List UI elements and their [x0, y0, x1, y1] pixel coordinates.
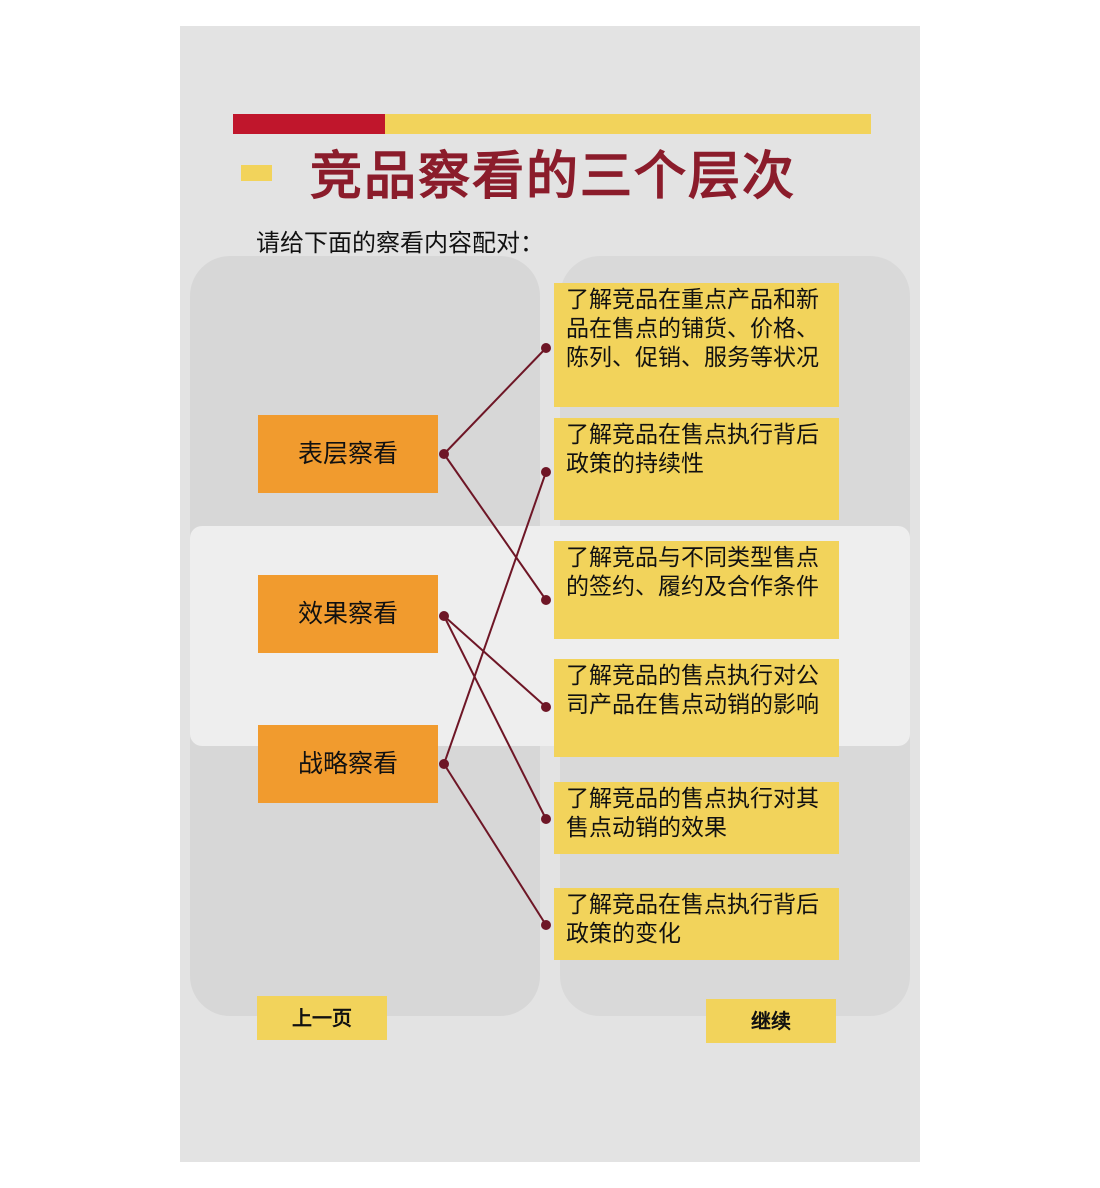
match-line-5: [443, 471, 547, 765]
match-line-6: [443, 763, 547, 926]
right-anchor-dot-5[interactable]: [541, 814, 551, 824]
left-anchor-dot-1[interactable]: [439, 449, 449, 459]
item-text: 了解竞品在售点执行背后政策的变化: [566, 892, 819, 947]
continue-button[interactable]: 继续: [706, 999, 836, 1043]
item-box-4[interactable]: 了解竞品的售点执行对公司产品在售点动销的影响: [554, 659, 839, 757]
instruction-text: 请给下面的察看内容配对：: [256, 229, 544, 257]
prev-page-label: 上一页: [292, 1006, 352, 1030]
match-line-3: [443, 615, 547, 708]
page-title: 竞品察看的三个层次: [310, 147, 797, 207]
level-label: 效果察看: [297, 599, 398, 628]
item-text: 了解竞品的售点执行对公司产品在售点动销的影响: [566, 663, 819, 718]
header-bar-red: [233, 114, 385, 134]
level-box-strategy[interactable]: 战略察看: [258, 725, 438, 803]
level-label: 战略察看: [297, 749, 398, 778]
item-text: 了解竞品在重点产品和新品在售点的铺货、价格、陈列、促销、服务等状况: [566, 287, 819, 371]
level-box-surface[interactable]: 表层察看: [258, 415, 438, 493]
continue-label: 继续: [751, 1009, 791, 1033]
right-anchor-dot-3[interactable]: [541, 595, 551, 605]
item-text: 了解竞品与不同类型售点的签约、履约及合作条件: [566, 545, 819, 600]
item-text: 了解竞品的售点执行对其售点动销的效果: [566, 786, 819, 841]
item-box-3[interactable]: 了解竞品与不同类型售点的签约、履约及合作条件: [554, 541, 839, 639]
right-anchor-dot-1[interactable]: [541, 343, 551, 353]
item-box-6[interactable]: 了解竞品在售点执行背后政策的变化: [554, 888, 839, 960]
item-box-2[interactable]: 了解竞品在售点执行背后政策的持续性: [554, 418, 839, 520]
title-marker: [241, 165, 272, 181]
right-anchor-dot-4[interactable]: [541, 702, 551, 712]
right-anchor-dot-2[interactable]: [541, 467, 551, 477]
header-bar-yellow: [385, 114, 871, 134]
item-text: 了解竞品在售点执行背后政策的持续性: [566, 422, 819, 477]
match-line-2: [443, 453, 547, 601]
item-box-5[interactable]: 了解竞品的售点执行对其售点动销的效果: [554, 782, 839, 854]
right-anchor-dot-6[interactable]: [541, 920, 551, 930]
match-lines: [439, 343, 551, 930]
match-line-1: [443, 347, 547, 455]
level-box-effect[interactable]: 效果察看: [258, 575, 438, 653]
level-label: 表层察看: [297, 439, 398, 468]
prev-page-button[interactable]: 上一页: [257, 996, 387, 1040]
slide: 竞品察看的三个层次 请给下面的察看内容配对： 表层察看 效果察看 战略察看 了解…: [180, 26, 920, 1162]
left-anchor-dot-3[interactable]: [439, 759, 449, 769]
left-anchor-dot-2[interactable]: [439, 611, 449, 621]
match-line-4: [443, 615, 547, 820]
item-box-1[interactable]: 了解竞品在重点产品和新品在售点的铺货、价格、陈列、促销、服务等状况: [554, 283, 839, 407]
